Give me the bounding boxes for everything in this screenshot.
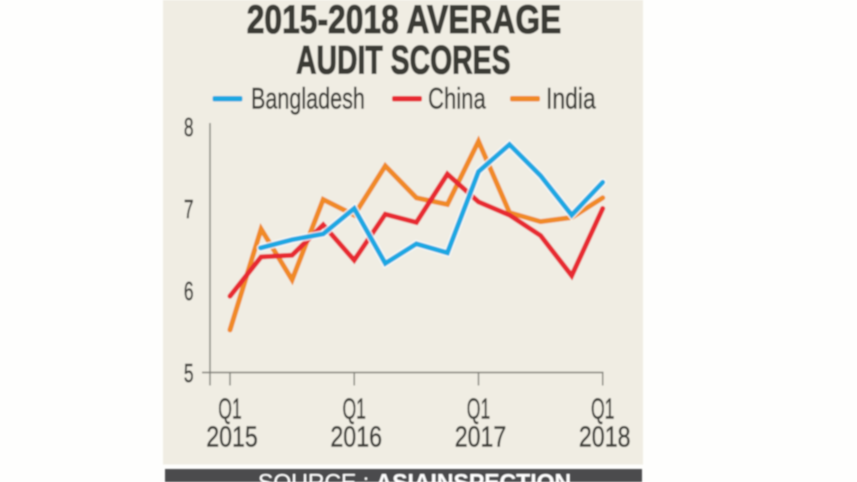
svg-text:Q1: Q1 bbox=[591, 393, 614, 426]
svg-text:Q1: Q1 bbox=[218, 393, 241, 426]
svg-text:7: 7 bbox=[184, 194, 194, 223]
svg-text:Q1: Q1 bbox=[342, 393, 365, 426]
svg-text:6: 6 bbox=[184, 276, 194, 305]
svg-text:2016: 2016 bbox=[330, 420, 382, 453]
svg-text:2018: 2018 bbox=[579, 420, 631, 453]
svg-text:2017: 2017 bbox=[455, 420, 507, 453]
svg-text:2015: 2015 bbox=[206, 420, 258, 453]
svg-text:5: 5 bbox=[184, 358, 194, 387]
svg-text:AUDIT SCORES: AUDIT SCORES bbox=[296, 39, 511, 83]
svg-text:Q1: Q1 bbox=[467, 393, 490, 426]
svg-text:8: 8 bbox=[184, 112, 194, 141]
svg-text:India: India bbox=[546, 81, 596, 115]
svg-text:SOURCE : ASIAINSPECTION: SOURCE : ASIAINSPECTION bbox=[258, 469, 571, 482]
svg-text:Bangladesh: Bangladesh bbox=[251, 81, 365, 115]
svg-text:2015-2018 AVERAGE: 2015-2018 AVERAGE bbox=[247, 0, 562, 42]
svg-text:China: China bbox=[428, 81, 486, 115]
